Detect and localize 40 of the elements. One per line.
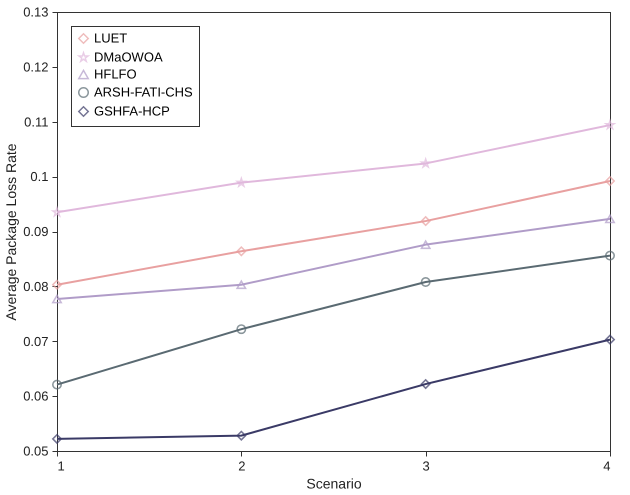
- y-tick-label: 0.11: [24, 114, 48, 130]
- point: [420, 379, 431, 390]
- point: [52, 294, 62, 304]
- point: [52, 380, 62, 390]
- x-tick-label: 2: [238, 458, 246, 474]
- y-tick-label: 0.12: [23, 59, 48, 74]
- x-tick-label: 1: [58, 458, 65, 474]
- point: [52, 434, 62, 444]
- legend-label: HFLFO: [94, 66, 137, 82]
- x-tick-label: 3: [422, 458, 430, 474]
- point: [236, 280, 246, 290]
- y-tick-label: 0.06: [23, 388, 48, 404]
- point: [605, 120, 615, 130]
- point: [236, 324, 246, 334]
- x-axis-title: Scenario: [306, 476, 362, 492]
- point: [420, 216, 431, 226]
- y-tick-label: 0.13: [23, 4, 48, 20]
- legend-label: ARSH-FATI-CHS: [94, 84, 194, 100]
- y-axis-title: Average Package Loss Rate: [3, 143, 20, 321]
- legend-label: GSHFA-HCP: [94, 104, 170, 118]
- legend-label: DMaOWOA: [94, 50, 163, 64]
- y-tick-label: 0.07: [23, 334, 48, 349]
- point: [420, 277, 431, 287]
- point: [605, 214, 615, 224]
- point: [420, 240, 431, 250]
- x-tick-label: 4: [603, 458, 610, 474]
- point: [52, 280, 62, 290]
- point: [236, 246, 246, 256]
- y-tick-label: 0.08: [23, 278, 48, 294]
- y-tick-label: 0.05: [23, 444, 48, 458]
- legend-label: LUET: [94, 30, 128, 46]
- point: [52, 207, 62, 216]
- point: [420, 158, 430, 168]
- point: [236, 178, 246, 187]
- point: [605, 250, 615, 261]
- y-tick-label: 0.1: [30, 169, 48, 184]
- point: [605, 176, 615, 186]
- y-tick-label: 0.09: [23, 224, 48, 239]
- point: [236, 430, 246, 441]
- point: [605, 334, 615, 345]
